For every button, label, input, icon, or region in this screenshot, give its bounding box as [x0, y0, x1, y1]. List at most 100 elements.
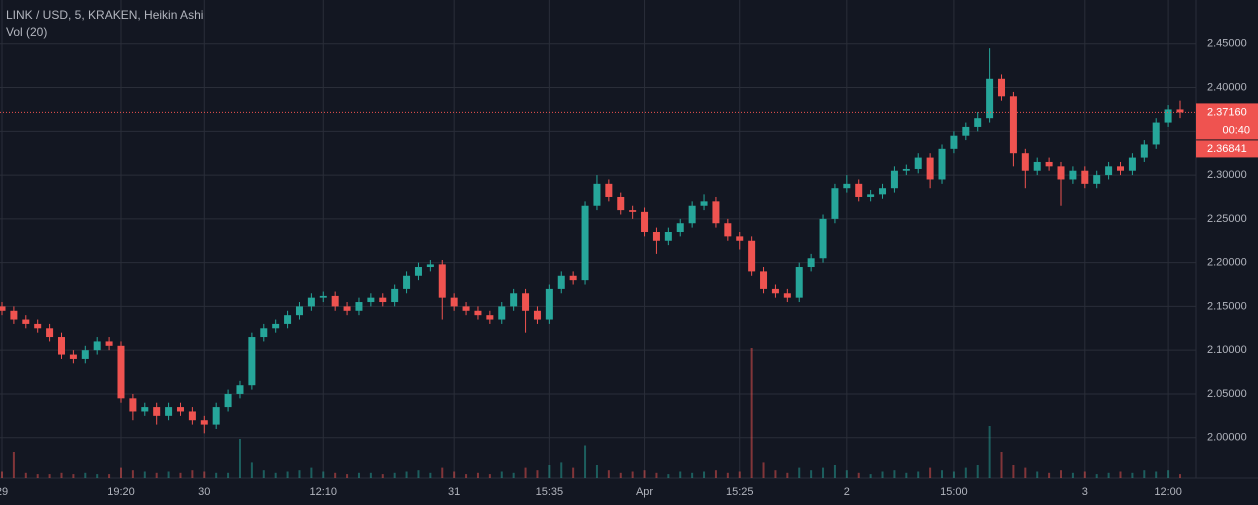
candle-body	[462, 306, 470, 311]
candle-body	[783, 293, 791, 298]
volume-bar	[1119, 471, 1122, 478]
volume-bar	[250, 462, 253, 478]
x-tick-label: 15:25	[726, 486, 754, 498]
volume-bar	[143, 471, 146, 478]
volume-bar	[155, 472, 158, 478]
candle-body	[557, 275, 565, 289]
volume-bar	[857, 472, 860, 478]
candle-body	[664, 231, 672, 241]
candle-body	[962, 126, 970, 136]
volume-bar	[667, 474, 670, 478]
volume-bar	[1000, 452, 1003, 478]
candle-body	[391, 288, 399, 303]
candle-body	[914, 157, 922, 169]
candle-body	[165, 407, 173, 416]
candle-body	[879, 188, 887, 195]
price-tag	[1196, 103, 1258, 140]
volume-bar	[465, 474, 468, 478]
candle-body	[1128, 157, 1136, 171]
volume-bar	[72, 474, 75, 478]
volume-bar	[691, 472, 694, 478]
candle-body	[724, 223, 732, 237]
volume-bar	[798, 467, 801, 478]
volume-bar	[869, 474, 872, 478]
volume-bar	[619, 472, 622, 478]
y-tick-label: 2.20000	[1207, 257, 1247, 269]
candle-body	[1152, 122, 1160, 145]
candle-body	[676, 223, 684, 232]
volume-bar	[238, 439, 241, 478]
candle-body	[307, 297, 315, 307]
candle-body	[260, 328, 268, 338]
volume-bar	[476, 472, 479, 478]
volume-bar	[631, 471, 634, 478]
volume-bar	[893, 470, 896, 478]
x-tick-label: 15:00	[940, 486, 968, 498]
candle-body	[533, 310, 541, 320]
candle-body	[295, 306, 303, 316]
candle-body	[1164, 109, 1172, 123]
candle-body	[581, 205, 589, 281]
candle-body	[617, 196, 625, 211]
candle-body	[807, 258, 815, 268]
volume-bar	[929, 467, 932, 478]
volume-bar	[786, 472, 789, 478]
volume-bar	[762, 462, 765, 478]
candle-body	[569, 275, 577, 281]
candle-body	[486, 315, 494, 320]
candle-body	[141, 407, 149, 412]
volume-bar	[750, 348, 753, 478]
volume-bar	[417, 470, 420, 478]
candle-body	[748, 240, 756, 272]
candle-body	[712, 201, 720, 224]
candle-body	[652, 231, 660, 241]
volume-bar	[714, 470, 717, 478]
candle-body	[1021, 153, 1029, 171]
volume-bar	[941, 470, 944, 478]
volume-layer	[1, 348, 1181, 478]
x-tick-label: 19:20	[107, 486, 135, 498]
candle-body	[212, 407, 220, 425]
volume-bar	[12, 452, 15, 478]
candle-body	[355, 302, 363, 311]
candle-body	[379, 297, 387, 303]
volume-bar	[36, 474, 39, 478]
volume-bar	[524, 467, 527, 478]
candle-body	[760, 271, 768, 289]
candle-body	[629, 210, 637, 212]
candle-body	[605, 183, 613, 197]
volume-bar	[96, 474, 99, 478]
candle-body	[998, 78, 1006, 97]
candle-body	[284, 315, 292, 324]
candle-body	[498, 306, 506, 320]
x-tick-label: Apr	[636, 486, 653, 498]
volume-bar	[964, 467, 967, 478]
last-price-label: 2.37160	[1207, 106, 1247, 118]
price-tag	[1196, 140, 1258, 158]
candle-body	[641, 211, 649, 232]
volume-bar	[845, 470, 848, 478]
y-tick-label: 2.40000	[1207, 81, 1247, 93]
volume-bar	[881, 471, 884, 478]
candle-body	[867, 194, 875, 197]
indicator-label: Vol (20)	[6, 25, 47, 39]
candle-body	[319, 295, 327, 298]
candle-body	[69, 354, 77, 359]
volume-bar	[453, 471, 456, 478]
candle-body	[688, 205, 696, 224]
candle-body	[938, 148, 946, 180]
candle-body	[34, 323, 42, 329]
candle-body	[22, 319, 30, 324]
candle-body	[188, 411, 196, 421]
volume-bar	[346, 474, 349, 478]
volume-bar	[322, 471, 325, 478]
x-tick-label: 12:10	[310, 486, 338, 498]
volume-bar	[393, 472, 396, 478]
volume-bar	[988, 426, 991, 478]
volume-bar	[726, 472, 729, 478]
volume-bar	[1167, 470, 1170, 478]
candle-body	[438, 264, 446, 298]
